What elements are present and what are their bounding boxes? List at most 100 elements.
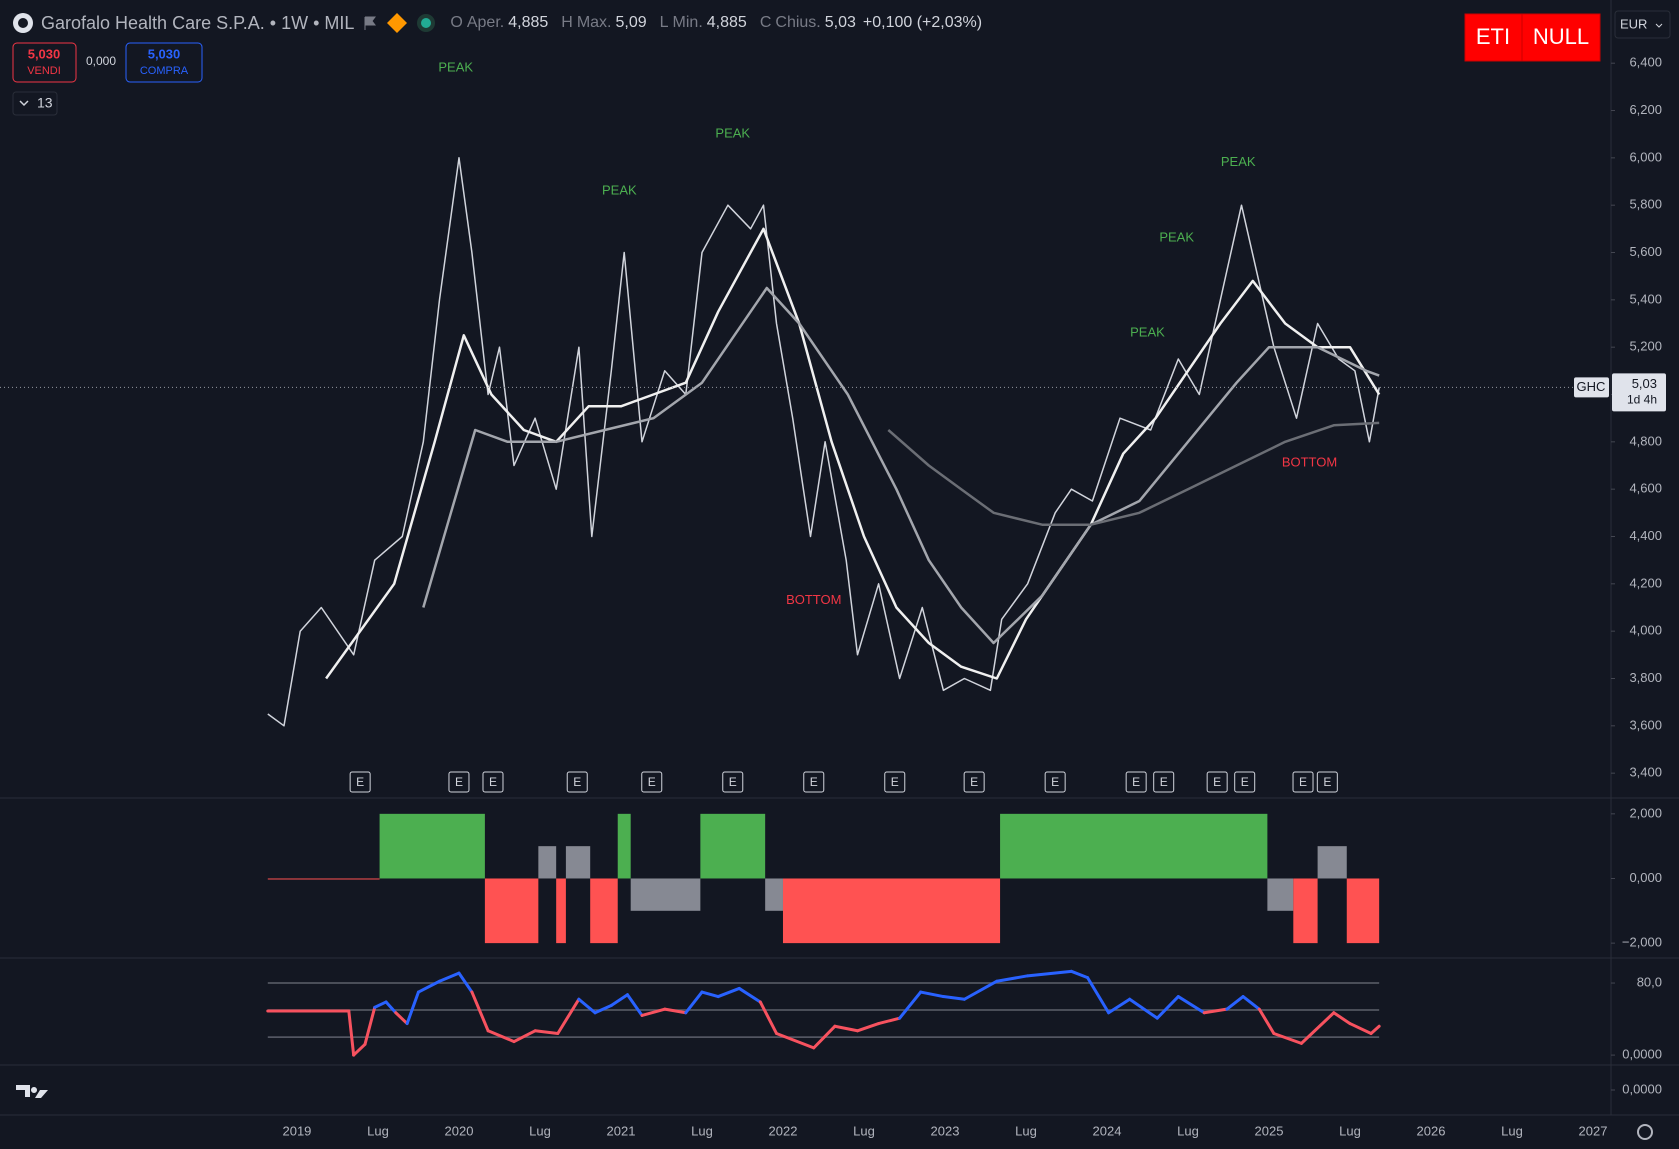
oscillator-segment — [457, 971, 474, 994]
event-label: E — [1132, 775, 1140, 789]
badge — [1521, 13, 1601, 62]
oscillator-segment — [684, 990, 704, 1015]
tv-logo[interactable] — [16, 1085, 48, 1098]
ohlc-name: Max. — [576, 14, 612, 31]
x-tick-label: Lug — [1501, 1123, 1523, 1138]
moving-average — [887, 421, 1380, 526]
signal-bar — [630, 878, 701, 911]
oscillator-segment — [1241, 995, 1261, 1011]
chevron — [1655, 23, 1663, 28]
oscillator-segment — [758, 1000, 779, 1035]
ohlc-name: Aper. — [466, 14, 505, 31]
oscillator-segment — [898, 990, 923, 1020]
event-marker[interactable] — [448, 771, 470, 793]
diamond-icon — [387, 13, 408, 33]
currency-button[interactable] — [1614, 10, 1671, 39]
buy-button[interactable] — [125, 42, 203, 83]
x-tick-label: 2022 — [769, 1123, 798, 1138]
y-tick-label: 3,800 — [1629, 670, 1662, 685]
price-line — [267, 157, 1380, 727]
event-marker[interactable] — [1316, 771, 1338, 793]
oscillator-segment — [416, 979, 442, 994]
spread: 0,000 — [86, 54, 116, 68]
event-label: E — [810, 775, 818, 789]
settings-icon[interactable] — [1637, 1124, 1653, 1140]
x-tick-label: 2023 — [931, 1123, 960, 1138]
event-marker[interactable] — [963, 771, 985, 793]
event-marker[interactable] — [349, 771, 371, 793]
signal-bar — [617, 813, 631, 879]
signal-bar — [1317, 846, 1347, 879]
event-marker[interactable] — [1153, 771, 1175, 793]
event-marker[interactable] — [566, 771, 588, 793]
last-price-box — [1612, 373, 1666, 412]
y-tick-label: 4,000 — [1629, 623, 1662, 638]
oscillator-segment — [384, 1000, 398, 1015]
event-label: E — [489, 775, 497, 789]
signal-bar — [1346, 878, 1380, 944]
badge-label: ETI — [1476, 24, 1510, 49]
last-price-label: 5,03 — [1632, 376, 1657, 391]
y-tick-label: 4,800 — [1629, 433, 1662, 448]
annotation: BOTTOM — [786, 592, 841, 607]
chevron — [19, 100, 29, 107]
x-tick-label: 2019 — [282, 1123, 311, 1138]
x-tick-label: 2021 — [607, 1123, 636, 1138]
oscillator-segment — [470, 990, 490, 1033]
flag-icon[interactable] — [361, 14, 379, 32]
y-tick-label: 5,600 — [1629, 244, 1662, 259]
oscillator-segment — [716, 986, 741, 999]
event-label: E — [970, 775, 978, 789]
event-label: E — [455, 775, 463, 789]
event-marker[interactable] — [1044, 771, 1066, 793]
event-marker[interactable] — [482, 771, 504, 793]
oscillator-segment — [609, 993, 629, 1008]
annotation: PEAK — [438, 59, 473, 74]
annotation: PEAK — [602, 182, 637, 197]
y-tick-label: 5,200 — [1629, 339, 1662, 354]
oscillator-segment — [700, 990, 720, 999]
oscillator-segment — [1202, 1007, 1229, 1015]
event-marker[interactable] — [884, 771, 906, 793]
x-tick-label: 2024 — [1093, 1123, 1122, 1138]
oscillator-segment — [577, 997, 597, 1015]
indicators-toggle[interactable] — [12, 91, 58, 116]
event-marker[interactable] — [803, 771, 825, 793]
y-tick-label: 5,400 — [1629, 291, 1662, 306]
y-tick-label: 3,600 — [1629, 717, 1662, 732]
y-tick-label: 4,400 — [1629, 528, 1662, 543]
oscillator-segment — [363, 1005, 377, 1046]
y-tick-label: 4,600 — [1629, 481, 1662, 496]
event-marker[interactable] — [641, 771, 663, 793]
sell-price: 5,030 — [28, 46, 61, 61]
signal-bar — [556, 878, 566, 944]
ohlc-value: 5,09 — [615, 14, 647, 31]
sell-button[interactable] — [12, 42, 77, 83]
oscillator-segment — [1128, 997, 1159, 1020]
event-label: E — [1299, 775, 1307, 789]
symbol-box — [1574, 377, 1609, 398]
oscillator-segment — [833, 1024, 860, 1033]
badge — [1464, 13, 1523, 62]
event-label: E — [1323, 775, 1331, 789]
y-tick-label: 0,0000 — [1622, 1081, 1662, 1096]
y-tick-label: 5,800 — [1629, 197, 1662, 212]
event-marker[interactable] — [1234, 771, 1256, 793]
event-marker[interactable] — [722, 771, 744, 793]
event-marker[interactable] — [1125, 771, 1147, 793]
x-tick-label: Lug — [529, 1123, 551, 1138]
event-label: E — [1160, 775, 1168, 789]
oscillator-segment — [533, 1029, 560, 1035]
oscillator-segment — [1272, 1031, 1303, 1045]
oscillator-segment — [737, 986, 762, 1004]
status-dot — [417, 14, 436, 32]
symbol-title[interactable]: Garofalo Health Care S.P.A. • 1W • MIL — [41, 12, 355, 33]
y-tick-label: 80,0 — [1637, 974, 1662, 989]
event-marker[interactable] — [1292, 771, 1314, 793]
signal-bar — [379, 813, 485, 879]
ohlc-value: 4,885 — [508, 14, 549, 31]
oscillator-segment — [1299, 1011, 1336, 1045]
event-marker[interactable] — [1206, 771, 1228, 793]
change: +0,100 (+2,03%) — [862, 14, 983, 31]
header: Garofalo Health Care S.P.A. • 1W • MIL O… — [12, 10, 982, 36]
